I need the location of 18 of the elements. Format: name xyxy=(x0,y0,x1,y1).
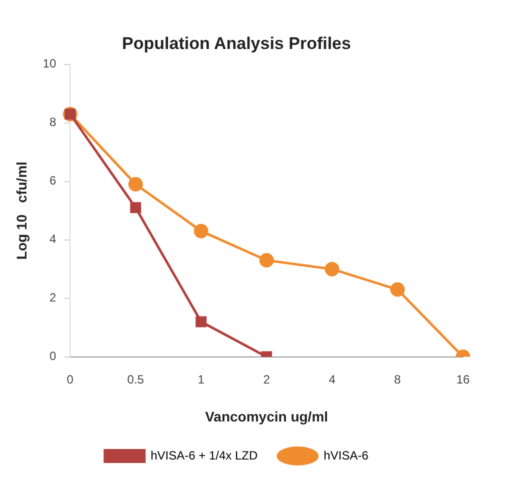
y-tick-label: 4 xyxy=(49,232,56,246)
x-tick-label: 4 xyxy=(328,372,336,386)
y-tick-label: 6 xyxy=(49,174,56,188)
x-tick-label: 0.5 xyxy=(127,372,144,386)
y-tick-label: 2 xyxy=(49,290,56,305)
legend-label: hVISA-6 + 1/4x LZD xyxy=(150,448,258,462)
y-axis-title: Log 10 cfu/ml xyxy=(13,162,30,260)
legend-label: hVISA-6 xyxy=(324,448,369,462)
y-tick-label: 0 xyxy=(49,349,56,364)
x-axis-title: Vancomycin ug/ml xyxy=(205,408,328,424)
x-tick-label: 8 xyxy=(394,372,402,386)
x-tick-label: 0 xyxy=(66,372,74,386)
x-tick-label: 2 xyxy=(263,372,270,386)
y-tick-label: 10 xyxy=(42,56,56,71)
chart-title: Population Analysis Profiles xyxy=(122,34,351,53)
x-tick-label: 16 xyxy=(456,372,470,386)
y-tick-label: 8 xyxy=(49,115,56,130)
x-tick-label: 1 xyxy=(198,372,205,386)
